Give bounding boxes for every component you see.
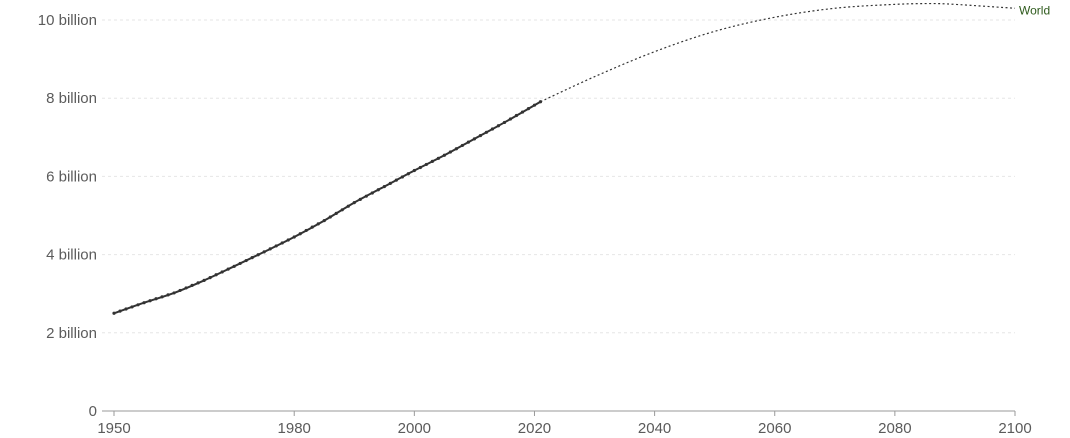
series-point [382,184,386,189]
series-point [376,188,380,192]
series-point [250,256,254,260]
series-point [190,283,194,288]
series-point [340,208,344,212]
series-point [466,140,471,144]
series-point [460,143,464,148]
series-point [196,281,200,285]
x-tick-label: 1980 [278,420,311,437]
series-point [454,147,458,151]
series-point [244,258,248,263]
series-point [424,162,428,167]
series-point [514,113,519,118]
series-point [130,305,134,309]
series-point [316,222,320,226]
y-tick-label: 4 billion [46,247,97,264]
series-point [490,127,495,131]
series-point [508,117,513,121]
y-tick-label: 6 billion [46,168,97,185]
series-point [436,156,440,160]
series-point [328,215,332,219]
series-point [352,200,356,205]
series-point [214,273,218,277]
x-tick-label: 2000 [398,420,431,437]
series-point [124,307,128,311]
series-point [412,168,416,173]
series-point [400,175,404,179]
series-point [298,232,302,236]
series-point [496,124,501,128]
series-point [178,288,182,293]
series-point [286,238,290,242]
series-point [448,150,452,154]
series-point [442,153,446,157]
series-point [118,309,122,313]
series-point [220,270,224,274]
series-point [322,218,326,223]
series-point [532,103,537,107]
series-point [502,120,507,125]
series-point [304,228,308,233]
series-point [160,295,164,299]
series-point [202,278,206,283]
series-point [346,204,350,208]
series-point [184,286,188,290]
series-point [520,110,525,114]
series-point [136,303,140,307]
series-point [154,297,158,301]
series-label-world: World [1019,3,1050,17]
series-point [208,275,212,280]
series-point [394,178,398,182]
y-tick-label: 10 billion [38,12,97,29]
series-point [430,159,434,163]
y-tick-label: 0 [89,403,97,420]
series-point [334,211,338,215]
series-point [268,247,272,251]
x-tick-label: 2060 [758,420,791,437]
series-point [238,261,242,266]
series-line-estimates [113,100,541,315]
series-point [484,130,489,134]
series-point [310,225,314,229]
series-point [262,250,266,254]
series-point [292,235,296,239]
series-point [406,172,410,176]
x-tick-label: 2040 [638,420,671,437]
series-point [526,107,531,111]
series-point [358,197,362,201]
series-point [370,191,374,195]
series-point [364,194,368,198]
series-point [166,293,170,297]
series-point [478,133,483,138]
series-point [112,311,116,315]
series-point [256,253,260,257]
x-tick-label: 1950 [97,420,130,437]
series-point [472,137,477,141]
series-point [418,165,422,170]
series-point [274,244,278,248]
x-tick-label: 2080 [878,420,911,437]
x-tick-label: 2020 [518,420,551,437]
series-point [172,291,176,295]
series-point [280,241,284,245]
series-point [232,264,236,268]
x-tick-label: 2100 [998,420,1031,437]
y-tick-label: 2 billion [46,325,97,342]
series-point [388,181,392,185]
series-line-projection [540,2,1016,103]
series-point [148,299,152,303]
series-point [226,267,230,271]
series-point [142,301,146,305]
y-tick-label: 8 billion [46,90,97,107]
